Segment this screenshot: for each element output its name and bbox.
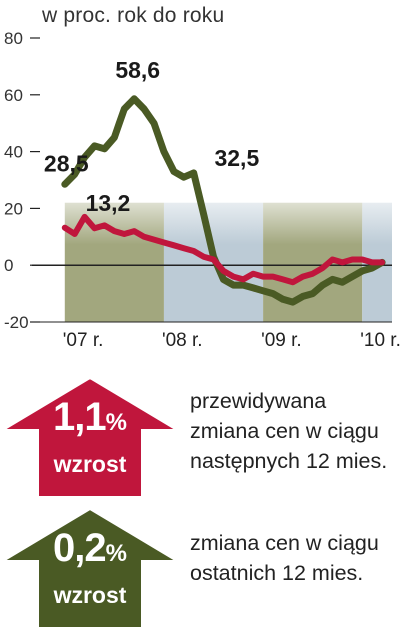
chart-subtitle: w proc. rok do roku bbox=[42, 4, 225, 27]
past-indicator: 0,2% wzrost bbox=[0, 506, 180, 631]
data-labels: 28,5 58,6 32,5 13,2 bbox=[44, 57, 260, 216]
past-value: 0,2% bbox=[0, 526, 180, 571]
y-tick-label: 80 bbox=[4, 29, 23, 48]
data-label: 58,6 bbox=[115, 57, 160, 83]
x-axis-ticks: '07 r. '08 r. '09 r. '10 r. bbox=[40, 321, 401, 351]
x-tick-label: '10 r. bbox=[360, 330, 401, 351]
forecast-indicator: 1,1% wzrost bbox=[0, 375, 180, 500]
y-tick-label: 20 bbox=[4, 199, 23, 218]
x-tick-label: '08 r. bbox=[162, 330, 203, 351]
y-tick-label: -20 bbox=[4, 313, 29, 332]
y-axis-ticks: -20 0 20 40 60 80 bbox=[4, 29, 40, 332]
up-arrow-icon bbox=[0, 507, 180, 629]
y-tick-label: 60 bbox=[4, 86, 23, 105]
forecast-line-2: zmiana cen w ciągu bbox=[190, 419, 379, 443]
forecast-label: wzrost bbox=[53, 451, 127, 477]
x-tick-label: '07 r. bbox=[63, 330, 104, 351]
data-label: 32,5 bbox=[214, 145, 259, 171]
data-label: 28,5 bbox=[44, 150, 89, 176]
chart-series bbox=[61, 95, 386, 306]
forecast-line-3: następnych 12 mies. bbox=[190, 449, 388, 473]
forecast-description: przewidywana zmiana cen w ciągu następny… bbox=[190, 386, 387, 476]
line-chart: -20 0 20 40 60 80 '07 r. '08 r. '09 r. '10 r. 28… bbox=[4, 29, 401, 351]
data-label: 13,2 bbox=[86, 190, 131, 216]
red-series-line bbox=[61, 213, 386, 286]
forecast-line-1: przewidywana bbox=[190, 389, 327, 413]
past-unit: % bbox=[105, 540, 127, 567]
forecast-unit: % bbox=[105, 409, 127, 436]
past-line-2: ostatnich 12 mies. bbox=[190, 561, 364, 585]
forecast-value: 1,1% bbox=[0, 395, 180, 440]
y-tick-label: 40 bbox=[4, 143, 23, 162]
x-tick-label: '09 r. bbox=[261, 330, 302, 351]
past-line-1: zmiana cen w ciągu bbox=[190, 531, 379, 555]
y-tick-label: 0 bbox=[4, 256, 13, 275]
past-label: wzrost bbox=[53, 582, 127, 608]
past-number: 0,2 bbox=[53, 526, 107, 570]
forecast-number: 1,1 bbox=[53, 395, 107, 439]
past-description: zmiana cen w ciągu ostatnich 12 mies. bbox=[190, 528, 379, 588]
up-arrow-icon bbox=[0, 376, 180, 498]
